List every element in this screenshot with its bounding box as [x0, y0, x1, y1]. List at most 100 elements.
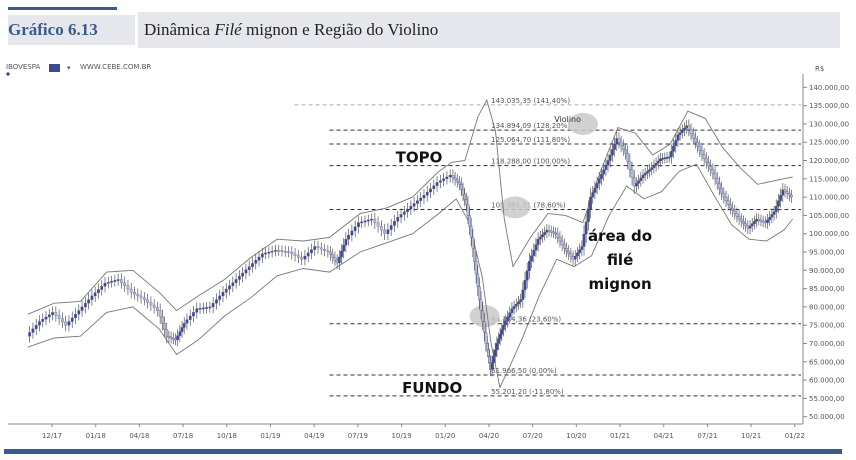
x-tick-label: 01/22	[785, 432, 805, 440]
fib-label: 55.201,20 (-11,80%)	[491, 388, 564, 396]
candle-body	[376, 222, 380, 227]
candle-body	[702, 154, 706, 159]
candle-body	[632, 177, 636, 187]
candle-body	[525, 270, 529, 281]
candle-body	[201, 307, 205, 310]
candle-body	[270, 250, 274, 253]
candle-body	[656, 160, 660, 164]
candle-body	[768, 217, 772, 221]
candle-body	[479, 299, 483, 311]
candle-body	[617, 138, 621, 143]
candle-body	[744, 223, 748, 227]
ticker-label: IBOVESPA	[6, 63, 41, 71]
chart-type-icon[interactable]	[49, 64, 60, 72]
dropdown-icon[interactable]: ▾	[67, 64, 71, 72]
candle-body	[497, 338, 500, 344]
x-tick-label: 07/20	[523, 432, 543, 440]
candle-body	[103, 282, 107, 287]
candle-body	[554, 232, 557, 235]
x-tick-label: 10/18	[217, 432, 237, 440]
candle-body	[582, 234, 586, 247]
fib-label: 134.894,09 (128,20%)	[491, 122, 570, 130]
candle-body	[83, 303, 87, 308]
toolbar: IBOVESPA ▾ WWW.CEBE.COM.BR R$	[6, 63, 824, 76]
candle-body	[419, 197, 423, 201]
candle-body	[231, 282, 235, 287]
lower-band-line	[27, 163, 793, 389]
candle-body	[478, 286, 481, 300]
candle-body	[691, 133, 695, 139]
candle-body	[558, 237, 562, 242]
x-tick-label: 01/20	[435, 432, 455, 440]
candle-body	[133, 292, 136, 295]
candle-body	[297, 255, 300, 258]
candle-body	[608, 154, 612, 161]
y-tick-label: 85.000,00	[809, 285, 845, 293]
candle-body	[519, 299, 522, 303]
y-tick-label: 135.000,00	[809, 102, 849, 110]
candle-body	[247, 266, 251, 270]
candle-body	[306, 252, 310, 257]
candle-body	[556, 233, 560, 238]
candle-body	[674, 140, 678, 147]
candle-body	[643, 173, 647, 176]
y-tick-label: 75.000,00	[809, 322, 845, 330]
candle-body	[517, 301, 520, 305]
candle-body	[759, 219, 763, 222]
candle-body	[790, 195, 793, 198]
candle-body	[619, 142, 623, 147]
candle-body	[386, 229, 390, 234]
candle-body	[192, 312, 195, 317]
x-tick-label: 10/20	[566, 432, 586, 440]
candle-body	[28, 332, 31, 337]
candle-body	[613, 143, 616, 150]
site-label: WWW.CEBE.COM.BR	[80, 63, 151, 71]
candle-body	[337, 256, 341, 264]
candle-body	[435, 182, 439, 186]
candle-body	[584, 221, 588, 235]
highlight-circles	[469, 112, 598, 328]
candle-body	[774, 206, 778, 212]
candle-body	[722, 193, 726, 198]
candle-body	[280, 250, 284, 252]
candle-body	[67, 321, 71, 326]
candle-body	[731, 207, 734, 211]
candle-body	[694, 137, 697, 143]
candle-body	[541, 234, 544, 238]
candle-body	[739, 218, 743, 222]
candle-body	[530, 255, 533, 262]
candle-body	[208, 306, 212, 309]
header-accent-line	[8, 7, 117, 10]
candle-body	[224, 288, 228, 293]
candle-body	[264, 252, 267, 255]
candle-body	[506, 316, 509, 322]
candle-body	[733, 210, 737, 214]
candle-body	[713, 173, 717, 179]
candle-body	[439, 180, 442, 183]
candle-body	[283, 250, 287, 253]
candle-body	[363, 220, 367, 223]
candle-body	[110, 281, 113, 283]
highlight-circle	[500, 196, 531, 219]
candle-body	[595, 183, 599, 189]
candle-body	[779, 195, 782, 201]
figure-label: Gráfico 6.13	[8, 15, 135, 45]
candle-body	[750, 223, 754, 227]
y-tick-label: 50.000,00	[809, 413, 845, 421]
candle-body	[228, 285, 231, 290]
candle-body	[163, 323, 166, 330]
candle-body	[630, 169, 634, 179]
candle-body	[366, 219, 370, 222]
candle-body	[770, 214, 774, 218]
candle-body	[512, 306, 516, 309]
candle-body	[74, 314, 77, 319]
candle-body	[469, 226, 473, 238]
candle-body	[490, 362, 494, 370]
candle-body	[471, 237, 475, 249]
candle-body	[611, 149, 614, 156]
candle-body	[624, 149, 627, 154]
candle-body	[724, 196, 728, 201]
candle-body	[639, 177, 643, 181]
y-tick-label: 130.000,00	[809, 120, 849, 128]
figure-title: Dinâmica Filé mignon e Região do Violino	[138, 12, 840, 48]
